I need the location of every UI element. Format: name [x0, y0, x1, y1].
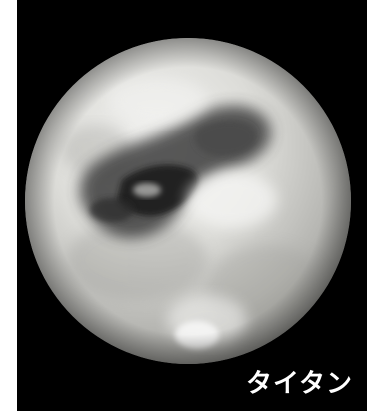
planet-photo	[25, 38, 351, 364]
planet-photo-frame: タイタン	[17, 0, 367, 411]
planet-caption: タイタン	[246, 369, 353, 399]
surface-features	[25, 38, 351, 364]
